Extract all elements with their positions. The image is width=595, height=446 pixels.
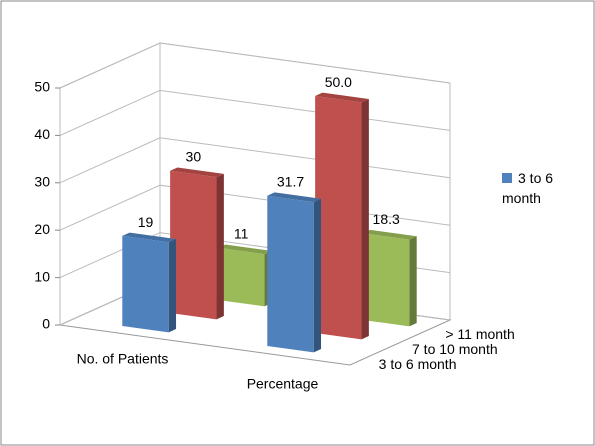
depth-tick-label: > 11 month <box>445 326 514 342</box>
bar-side <box>313 198 322 353</box>
depth-tick-label: 3 to 6 month <box>379 356 457 372</box>
bar <box>315 95 362 340</box>
legend-entry: 3 to 6 month <box>502 168 582 208</box>
bar-top <box>315 92 369 103</box>
bar-top <box>267 192 322 203</box>
bar-top <box>170 167 224 178</box>
bar-group <box>217 244 272 307</box>
data-label: 30 <box>186 149 202 165</box>
bar <box>267 195 314 353</box>
bar-group <box>315 92 369 340</box>
x-tick-label: No. of Patients <box>77 351 169 367</box>
y-tick-label: 50 <box>34 79 50 95</box>
bar-side <box>361 99 369 340</box>
bar-top <box>217 244 272 255</box>
bar <box>122 235 169 333</box>
bar-top <box>122 232 177 243</box>
bar <box>170 170 217 320</box>
bar-side <box>409 236 417 327</box>
data-label: 50.0 <box>325 74 352 90</box>
legend: 3 to 6 month <box>502 168 582 208</box>
bar-group <box>267 192 322 353</box>
x-tick-label: Percentage <box>247 376 319 392</box>
y-tick-label: 40 <box>34 126 50 142</box>
data-label: 31.7 <box>277 174 304 190</box>
y-tick-label: 20 <box>34 221 50 237</box>
bar-side <box>168 238 177 333</box>
legend-label: 3 to 6 month <box>502 170 554 206</box>
grid-line <box>59 42 451 89</box>
bar-side <box>216 173 224 320</box>
grid-line <box>59 89 451 136</box>
y-tick-label: 10 <box>34 268 50 284</box>
bar-top <box>362 229 417 240</box>
y-tick-label: 30 <box>34 174 50 190</box>
data-label: 11 <box>234 226 249 242</box>
y-tick-label: 0 <box>42 316 50 332</box>
bar-group <box>122 232 177 333</box>
depth-tick-label: 7 to 10 month <box>412 341 498 357</box>
bar-group <box>362 229 417 327</box>
data-label: 18.3 <box>373 211 400 227</box>
data-label: 19 <box>138 214 154 230</box>
bar-group <box>170 167 224 320</box>
grid-line <box>59 137 451 184</box>
legend-swatch <box>502 173 512 183</box>
bar <box>217 247 265 307</box>
bar <box>362 233 410 327</box>
